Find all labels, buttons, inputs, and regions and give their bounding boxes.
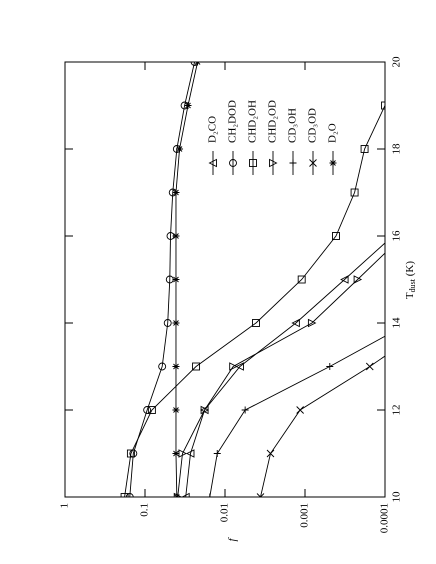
marker [360,145,369,153]
marker [172,189,180,196]
legend-label: CD₃OH [287,108,299,143]
marker [172,276,180,283]
x-tick-label: 12 [391,405,403,416]
legend-label: CHD₂OD [267,100,279,143]
series-line [260,322,385,497]
series-line [129,62,196,497]
marker [340,275,349,284]
marker [326,363,334,370]
y-tick-label: 0.01 [219,503,231,522]
marker [190,62,199,66]
legend-marker [309,159,317,167]
marker [172,319,180,327]
y-tick-label: 0.0001 [379,503,391,533]
marker [430,320,436,327]
y-tick-label: 0.1 [139,503,151,517]
marker [307,318,317,328]
marker [173,492,183,497]
series-layer [120,62,436,497]
marker [194,62,202,66]
series-line [124,105,385,497]
marker [266,449,275,458]
y-tick-label: 0.001 [299,503,311,528]
x-tick-label: 14 [391,317,403,329]
marker [200,405,210,415]
series-line [177,235,385,497]
legend-label: CH₂DOD [227,100,239,143]
y-axis-label: f [227,537,239,542]
marker [350,188,359,197]
legend-label: D₂CO [207,116,219,143]
marker [172,232,180,240]
marker [256,493,265,497]
marker [297,275,306,284]
legend-label: D₂O [327,123,339,143]
series-line [185,235,385,497]
legend-label: CHD₂OH [247,100,259,143]
legend-label: CD₃OD [307,108,319,143]
marker [172,406,180,414]
marker [235,362,244,371]
marker [229,362,238,371]
x-tick-label: 20 [391,56,403,68]
legend-marker [269,158,278,168]
x-tick-label: 16 [391,230,403,242]
marker [241,406,249,414]
marker [126,449,135,458]
marker [181,492,190,497]
marker [120,493,129,497]
x-tick-label: 18 [391,143,403,155]
marker [206,493,214,497]
marker [291,318,300,328]
marker [125,493,134,497]
marker [143,406,152,414]
marker [172,363,180,370]
legend-marker [249,159,257,167]
legend-marker [229,159,237,167]
marker [184,102,192,109]
marker [213,450,221,457]
marker [192,362,201,371]
marker [173,493,181,497]
marker [147,406,156,414]
y-tick-label: 1 [59,503,71,509]
legend-marker [208,158,217,168]
marker [332,232,340,240]
marker [172,450,180,457]
legend-marker [289,159,297,167]
x-tick-label: 10 [391,491,403,503]
x-axis-label: Tdust (K) [404,261,417,299]
marker [176,145,184,153]
marker [158,362,167,371]
marker [406,320,413,327]
marker [252,319,260,327]
marker [381,101,385,110]
legend-marker [329,159,337,167]
marker [353,275,363,284]
marker [185,449,195,458]
marker [163,319,172,327]
marker [296,406,304,414]
marker [365,362,374,371]
